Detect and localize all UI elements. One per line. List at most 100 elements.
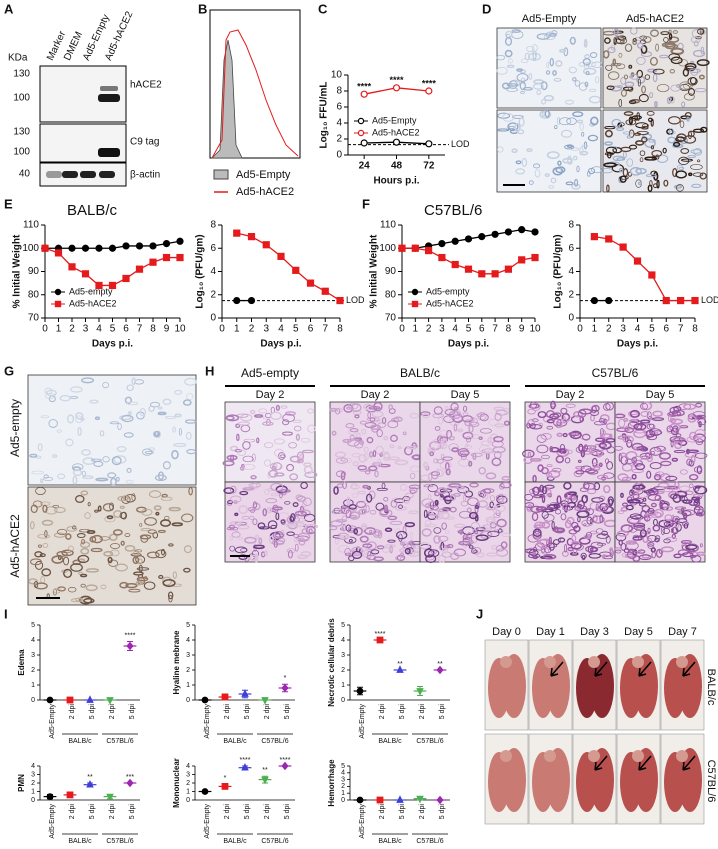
data-point <box>122 274 130 283</box>
tissue-feature <box>470 434 480 439</box>
tissue-feature <box>237 421 250 426</box>
tissue-feature <box>468 421 480 428</box>
tissue-feature <box>692 49 706 58</box>
y-tick-label: 110 <box>380 220 396 231</box>
tissue-feature <box>158 574 164 579</box>
chart-title: C57BL/6 <box>424 202 482 219</box>
tissue-feature <box>271 539 285 546</box>
tissue-feature <box>270 492 279 497</box>
tissue-feature <box>242 464 256 470</box>
tissue-feature <box>81 377 95 384</box>
tissue-feature <box>305 525 316 535</box>
tissue-feature <box>375 502 385 511</box>
data-point <box>233 296 241 305</box>
tissue-feature <box>486 518 496 526</box>
tissue-feature <box>538 422 543 427</box>
tissue-feature <box>398 504 403 509</box>
tissue-feature <box>489 501 495 509</box>
tissue-feature <box>587 134 599 142</box>
tissue-feature <box>604 141 613 146</box>
tissue-feature <box>84 512 91 519</box>
tissue-feature <box>123 495 129 502</box>
tissue-feature <box>161 548 166 556</box>
tissue-feature <box>270 482 284 492</box>
significance: **** <box>375 631 386 638</box>
x-tick-label: 9 <box>164 324 170 335</box>
tissue-feature <box>591 497 604 503</box>
tissue-feature <box>396 530 408 540</box>
tissue-feature <box>646 470 652 479</box>
data-point <box>451 260 459 269</box>
data-point <box>356 687 364 695</box>
data-point <box>376 796 384 804</box>
tissue-feature <box>238 554 248 561</box>
tissue-feature <box>119 505 125 509</box>
tissue-feature <box>605 401 615 411</box>
data-point <box>451 237 459 245</box>
tissue-feature <box>109 533 118 541</box>
tissue-feature <box>39 478 44 484</box>
data-point <box>321 287 329 295</box>
x-tick-label: 2 dpi <box>69 704 76 720</box>
tissue-feature <box>555 166 566 174</box>
row-label: BALB/c <box>705 669 717 706</box>
tissue-feature <box>366 541 377 551</box>
tissue-feature <box>123 432 134 438</box>
tissue-feature <box>34 560 44 570</box>
tissue-feature <box>546 464 553 468</box>
y-tick-label: 5 <box>341 763 345 770</box>
tissue-feature <box>437 554 446 564</box>
tissue-feature <box>689 68 701 74</box>
tissue-feature <box>678 403 691 410</box>
tissue-feature <box>646 411 652 420</box>
tissue-feature <box>357 465 367 471</box>
data-point <box>464 235 473 243</box>
tissue-feature <box>444 405 449 412</box>
tissue-feature <box>527 419 535 428</box>
data-point <box>281 683 289 693</box>
tissue-feature <box>117 495 128 502</box>
tissue-feature <box>659 501 663 510</box>
tissue-feature <box>284 411 296 416</box>
tissue-feature <box>694 87 707 93</box>
tissue-feature <box>409 413 420 419</box>
tissue-feature <box>647 541 655 547</box>
tissue-feature <box>357 546 369 555</box>
tissue-feature <box>665 475 678 482</box>
tissue-feature <box>528 180 534 185</box>
tissue-feature <box>139 534 152 540</box>
data-point <box>396 795 404 803</box>
tissue-feature <box>344 552 352 556</box>
tissue-feature <box>67 414 75 424</box>
tissue-feature <box>383 504 389 513</box>
tissue-feature <box>604 37 611 44</box>
tissue-feature <box>681 101 686 108</box>
x-tick-label: 7 <box>137 324 143 335</box>
tissue-feature <box>365 469 371 475</box>
y-tick-label: 4 <box>186 763 190 770</box>
tissue-feature <box>53 587 62 594</box>
tissue-feature <box>660 546 674 553</box>
tissue-feature <box>72 469 83 477</box>
group-label: Ad5-empty <box>241 366 299 380</box>
tissue-feature <box>616 427 629 432</box>
tissue-feature <box>402 525 407 535</box>
tissue-feature <box>497 146 504 153</box>
x-tick-label: 1 <box>592 324 598 335</box>
tissue-feature <box>616 85 623 89</box>
tissue-feature <box>144 576 148 579</box>
tissue-feature <box>382 547 390 553</box>
tissue-feature <box>430 471 441 476</box>
tissue-feature <box>607 71 620 80</box>
tissue-feature <box>599 441 612 450</box>
tissue-feature <box>397 445 402 450</box>
tissue-feature <box>95 477 109 482</box>
data-point <box>392 138 401 146</box>
tissue-feature <box>696 59 710 67</box>
tissue-feature <box>564 99 574 105</box>
tissue-feature <box>107 556 113 564</box>
tissue-feature <box>586 469 599 475</box>
tissue-feature <box>690 149 702 154</box>
tissue-feature <box>653 473 662 481</box>
y-tick-label: 0 <box>341 697 345 704</box>
